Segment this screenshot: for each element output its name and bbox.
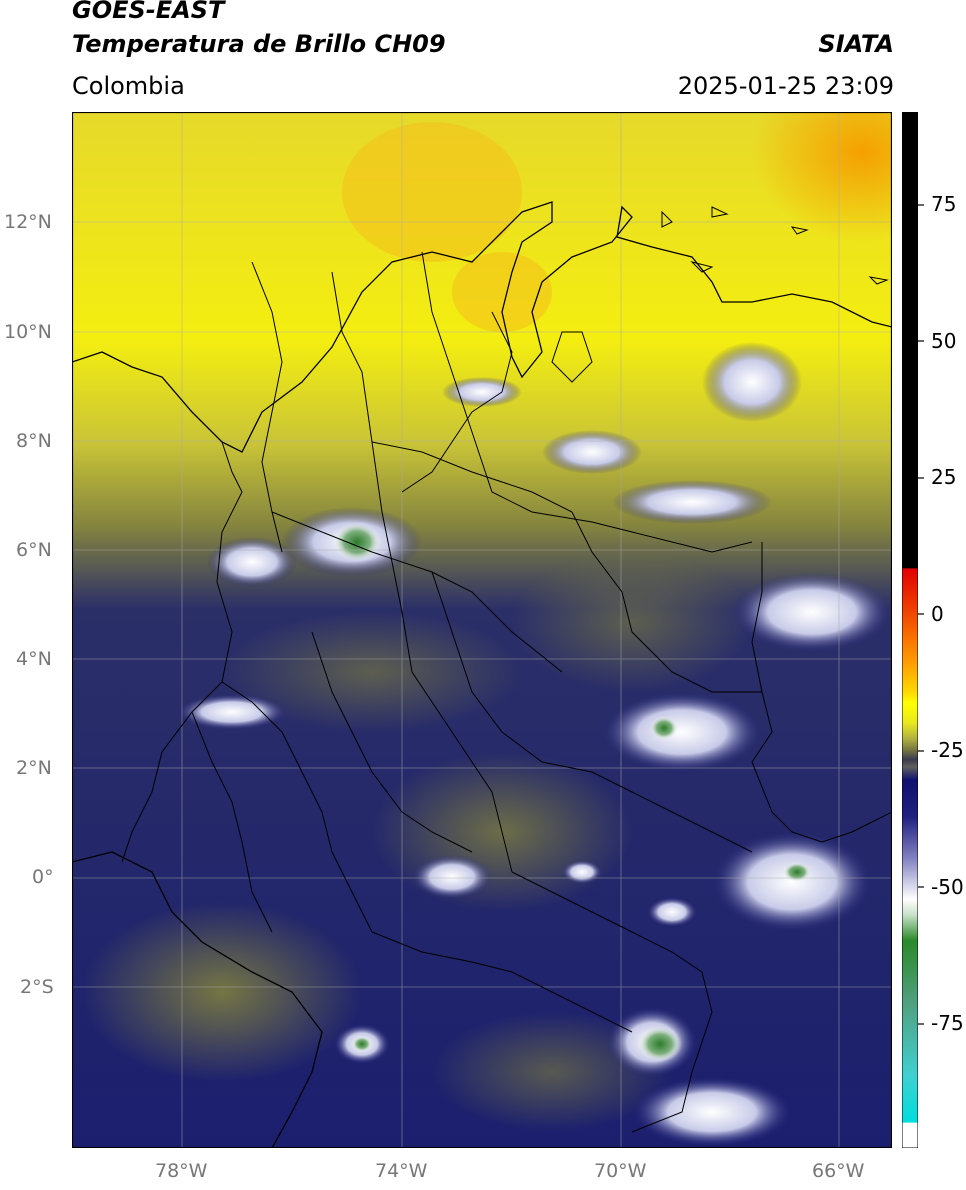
cold-core-1 xyxy=(333,522,381,562)
lat-tick-2n: 2°N xyxy=(16,757,52,779)
colorbar-tick-50: 50 xyxy=(931,329,957,353)
admin-borders xyxy=(121,251,892,1133)
coastlines xyxy=(72,201,892,1148)
colorbar-tick-0: 0 xyxy=(931,602,944,626)
lat-tick-0: 0° xyxy=(32,866,54,888)
lat-tick-2s: 2°S xyxy=(20,976,54,998)
cloud-cluster-7 xyxy=(732,572,892,652)
cloud-cluster-15 xyxy=(647,897,697,927)
lon-tick-78w: 78°W xyxy=(155,1160,208,1182)
lat-tick-6n: 6°N xyxy=(16,539,52,561)
cold-core-3 xyxy=(638,1026,682,1062)
colorbar-tick-minus25: -25 xyxy=(931,738,964,762)
cloud-cluster-3 xyxy=(542,430,642,474)
colorbar-tickmarks xyxy=(918,204,924,1025)
lon-tick-74w: 74°W xyxy=(375,1160,428,1182)
lon-tick-66w: 66°W xyxy=(812,1160,865,1182)
cloud-cluster-2 xyxy=(207,537,297,587)
lat-tick-10n: 10°N xyxy=(4,321,52,343)
lat-tick-12n: 12°N xyxy=(4,211,52,233)
lon-tick-70w: 70°W xyxy=(594,1160,647,1182)
colorbar-tick-minus50: -50 xyxy=(931,875,964,899)
cloud-cluster-4 xyxy=(612,480,772,524)
cloud-cluster-8 xyxy=(712,832,872,932)
cloud-cluster-11 xyxy=(632,1077,792,1147)
colorbar xyxy=(902,112,918,1148)
brand-label: SIATA xyxy=(818,30,894,58)
satellite-map xyxy=(72,112,892,1148)
region-label: Colombia xyxy=(72,72,185,100)
cloud-cluster-9 xyxy=(412,855,492,899)
olive-patch-1 xyxy=(82,902,362,1082)
colorbar-tick-25: 25 xyxy=(931,465,957,489)
satellite-title: GOES-EAST xyxy=(72,0,225,24)
product-title: Temperatura de Brillo CH09 xyxy=(72,30,446,58)
colorbar-tick-75: 75 xyxy=(931,192,957,216)
cloud-cluster-5 xyxy=(702,342,802,422)
olive-patch-3 xyxy=(222,612,522,732)
caribbean-islands xyxy=(661,206,889,285)
cold-core-4 xyxy=(352,1036,372,1052)
graticule xyxy=(72,112,892,1148)
cold-core-2 xyxy=(650,716,678,740)
cloud-cluster-16 xyxy=(562,860,602,884)
cloud-cluster-13 xyxy=(177,694,287,730)
map-frame xyxy=(72,112,892,1148)
lat-tick-4n: 4°N xyxy=(16,648,52,670)
cloud-cluster-6 xyxy=(602,692,762,772)
warm-area-center xyxy=(452,252,552,332)
colorbar-fill xyxy=(902,112,918,1148)
cloud-cluster-14 xyxy=(442,377,522,407)
cold-core-5 xyxy=(783,862,811,882)
warm-area-ne xyxy=(752,112,892,242)
datetime-label: 2025-01-25 23:09 xyxy=(677,72,894,100)
colorbar-tick-minus75: -75 xyxy=(931,1011,964,1035)
warm-area-n xyxy=(342,122,522,262)
olive-patch-4 xyxy=(512,552,752,692)
lat-tick-8n: 8°N xyxy=(16,430,52,452)
